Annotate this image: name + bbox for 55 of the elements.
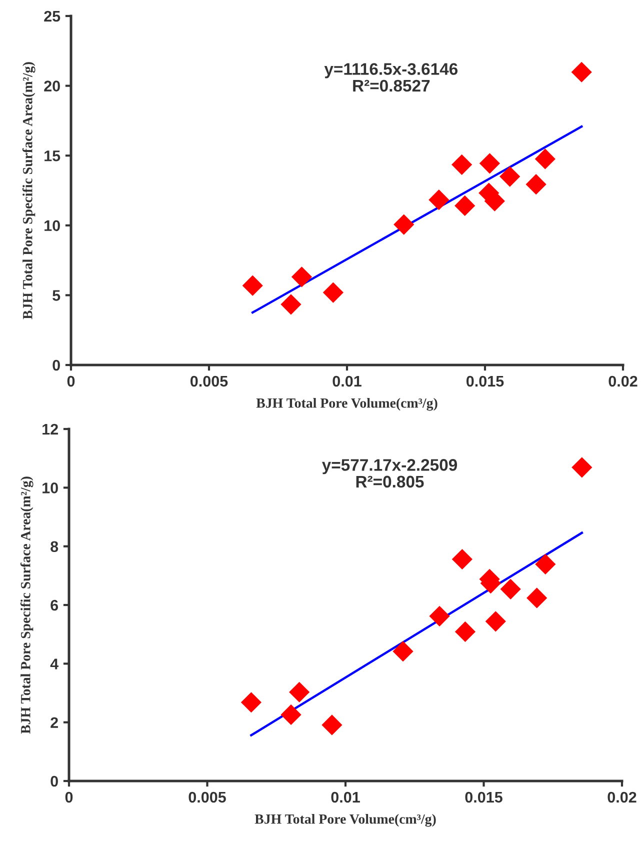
x-tick-label: 0.015 [465,792,502,803]
x-tick-label: 0.01 [332,376,362,387]
point [452,548,472,570]
point [428,190,450,210]
point [479,153,500,174]
point [526,174,546,195]
point [291,266,312,288]
point [280,294,302,315]
x-tick-label: 0.015 [466,376,504,387]
point [534,148,556,170]
annotation: y=577.17x-2.2509 R²=0.805 [322,459,458,488]
point [242,275,263,296]
x-tick-label: 0.02 [608,792,636,803]
y-tick-label: 5 [52,290,60,301]
point [454,195,476,216]
point [240,692,262,713]
point [392,641,414,662]
point [322,714,342,736]
point [452,154,472,175]
point [280,704,302,726]
point [500,166,520,187]
point [485,611,506,632]
x-tick-label: 0.01 [331,792,360,803]
y-tick-label: 2 [50,717,58,728]
point [454,621,476,642]
x-tick-label: 0.02 [608,376,638,387]
point [535,554,556,575]
x-tick-label: 0.005 [188,792,226,803]
point [429,606,450,626]
y-tick-label: 6 [50,600,58,611]
point [572,457,592,478]
y-tick-label: 0 [52,360,60,371]
y-tick-label: 0 [50,776,58,787]
x-axis-title: BJH Total Pore Volume(cm³/g) [256,398,438,411]
y-tick-label: 10 [44,220,60,232]
y-axis-title: BJH Total Pore Specific Surface Area(m²/g) [22,62,36,320]
y-tick-label: 20 [44,80,60,92]
point [322,282,344,303]
y-tick-label: 8 [50,541,58,552]
y-tick-label: 25 [44,10,60,22]
y-tick-label: 4 [50,658,58,670]
point [571,62,592,82]
x-axis-title: BJH Total Pore Volume(cm³/g) [254,814,436,827]
y-axis-title: BJH Total Pore Specific Surface Area(m²/g) [20,476,34,734]
point [394,214,414,235]
x-tick-label: 0 [65,792,73,803]
point [526,588,548,608]
y-tick-label: 10 [42,482,58,494]
y-tick-label: 15 [44,150,60,162]
annotation: y=1116.5x-3.6146 R²=0.8527 [324,63,458,92]
point [289,682,310,702]
x-tick-label: 0 [67,376,75,387]
y-tick-label: 12 [42,424,58,435]
x-tick-label: 0.005 [190,376,228,387]
point [500,578,521,600]
